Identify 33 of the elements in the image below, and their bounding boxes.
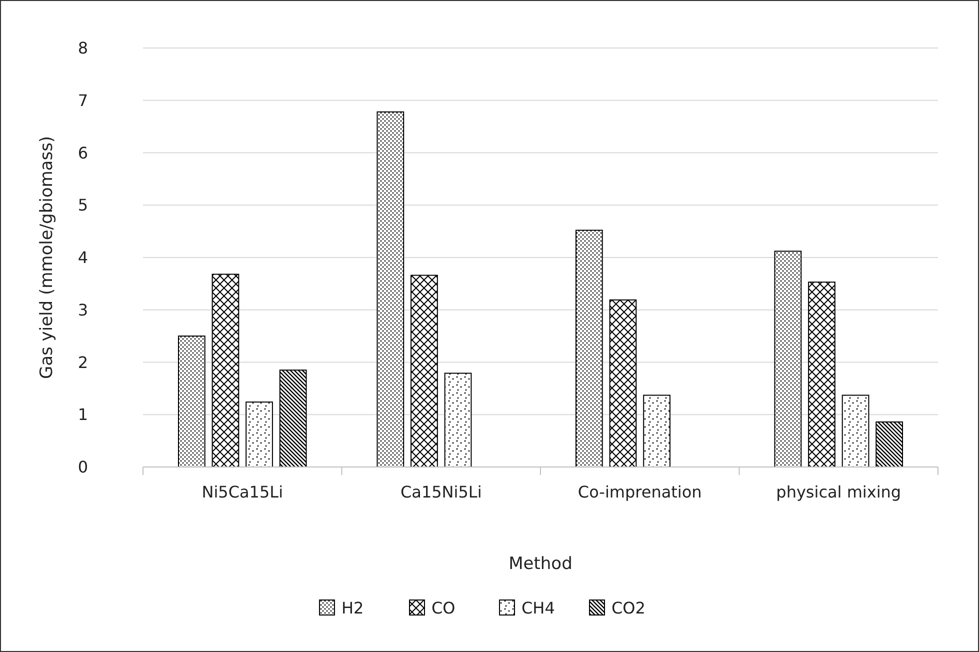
y-tick-label: 1 <box>78 405 88 424</box>
bar <box>410 274 438 468</box>
bar <box>575 230 603 468</box>
x-tick-label: physical mixing <box>776 482 902 502</box>
y-tick-label: 6 <box>78 143 88 162</box>
y-tick-label: 5 <box>78 196 88 215</box>
legend-label: CO2 <box>612 598 646 618</box>
bar <box>609 299 637 468</box>
bar <box>178 336 206 468</box>
y-tick-label: 8 <box>78 38 88 58</box>
legend-label: CH4 <box>522 598 555 618</box>
x-tick-label: Ca15Ni5Li <box>400 482 482 502</box>
legend-label: CO <box>432 598 456 618</box>
legend-label: H2 <box>342 598 364 618</box>
y-tick-label: 7 <box>78 90 88 110</box>
bar <box>842 394 870 468</box>
bar <box>808 282 836 468</box>
y-tick-label: 3 <box>78 300 88 320</box>
y-tick-label: 4 <box>78 248 88 268</box>
y-tick-label: 0 <box>78 458 88 477</box>
y-tick-label: 2 <box>78 352 88 372</box>
bar <box>212 274 240 468</box>
bar <box>643 394 670 468</box>
x-tick-label: Ni5Ca15Li <box>202 482 284 502</box>
bar <box>444 372 472 468</box>
bar <box>876 421 904 468</box>
y-axis-title: Gas yield (mmole/gbiomass) <box>36 136 57 380</box>
bar <box>246 402 273 468</box>
bar <box>279 370 307 468</box>
bar <box>774 250 802 468</box>
bar <box>376 111 404 468</box>
x-axis-title: Method <box>508 554 572 574</box>
x-tick-label: Co-imprenation <box>578 482 702 502</box>
